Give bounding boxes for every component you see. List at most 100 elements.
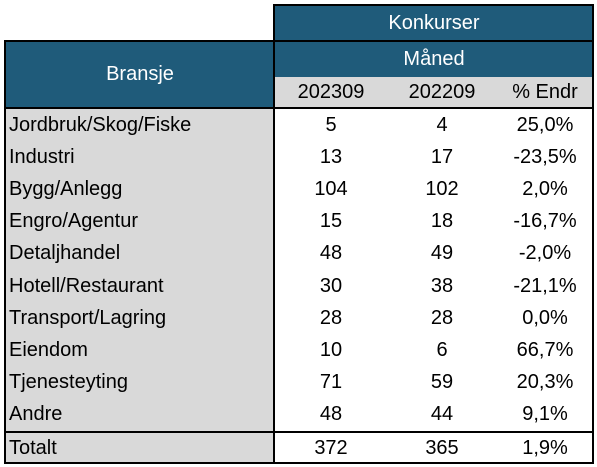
category-value: Hotell/Restaurant [9,274,164,297]
header-konkurser-label: Konkurser [388,11,480,34]
total-202209-cell: 365 [387,433,497,463]
pct-change-value: -21,1% [513,274,577,297]
value-202309-value: 13 [319,145,343,168]
header-bransje: Bransje [5,41,275,108]
category-value: Andre [9,403,63,426]
value-202209-value: 17 [430,145,454,168]
value-202309-cell: 104 [275,173,387,205]
value-202209-value: 49 [430,242,454,265]
category-value: Tjenesteyting [9,371,128,394]
category-value: Industri [9,145,75,168]
category-value: Eiendom [9,338,88,361]
value-202209-value: 102 [425,177,459,200]
column-header-202309: 202309 [275,77,387,108]
pct-change-cell: 20,3% [497,367,593,399]
category-cell: Andre [5,398,275,431]
total-pct-cell: 1,9% [497,433,593,463]
border-right [592,4,594,464]
pct-change-cell: -23,5% [497,141,593,173]
pct-change-value: 2,0% [522,177,568,200]
value-202309-cell: 48 [275,238,387,270]
category-cell: Tjenesteyting [5,366,275,399]
value-202209-value: 38 [430,274,454,297]
value-202209-cell: 49 [387,238,497,270]
pct-change-cell: -16,7% [497,206,593,238]
pct-change-value: -2,0% [518,242,572,265]
pct-change-value: 9,1% [522,403,568,426]
category-cell: Detaljhandel [5,237,275,270]
value-202309-value: 30 [319,274,343,297]
value-202209-cell: 102 [387,173,497,205]
value-202209-cell: 17 [387,141,497,173]
value-202309-value: 15 [319,210,343,233]
pct-change-cell: 25,0% [497,109,593,141]
value-202309-value: 104 [314,177,348,200]
value-202309-value: 10 [319,338,343,361]
value-202209-value: 44 [430,403,454,426]
value-202309-cell: 15 [275,206,387,238]
total-202309-cell: 372 [275,433,387,463]
header-maned: Måned [275,41,593,77]
border-top-header [274,4,594,6]
pct-change-cell: 9,1% [497,399,593,431]
value-202309-cell: 71 [275,367,387,399]
category-value: Transport/Lagring [9,306,167,329]
border-total-top [4,431,594,433]
value-202209-value: 4 [436,113,448,136]
category-cell: Engro/Agentur [5,205,275,238]
total-label: Totalt [9,436,57,459]
pct-change-value: 20,3% [516,371,574,394]
value-202209-cell: 59 [387,367,497,399]
pct-change-value: -23,5% [513,145,577,168]
value-202309-value: 48 [319,403,343,426]
pct-change-value: -16,7% [513,210,577,233]
value-202309-value: 5 [325,113,337,136]
value-202309-cell: 5 [275,109,387,141]
total-pct: 1,9% [522,436,568,459]
border-category-divider [273,4,275,464]
value-202209-cell: 44 [387,399,497,431]
pct-change-cell: -2,0% [497,238,593,270]
value-202309-cell: 48 [275,399,387,431]
category-cell: Eiendom [5,334,275,367]
border-table-bottom [4,462,594,464]
pct-change-cell: 0,0% [497,302,593,334]
value-202309-value: 28 [319,306,343,329]
value-202209-cell: 6 [387,334,497,366]
category-cell: Bygg/Anlegg [5,173,275,206]
value-202309-value: 48 [319,242,343,265]
column-header-label: % Endr [512,81,578,103]
value-202309-cell: 10 [275,334,387,366]
value-202209-cell: 18 [387,206,497,238]
category-cell: Jordbruk/Skog/Fiske [5,109,275,142]
category-cell: Hotell/Restaurant [5,270,275,303]
border-header-divider [274,40,594,42]
column-header-label: 202309 [297,81,365,103]
value-202309-cell: 28 [275,302,387,334]
border-left [4,40,6,464]
header-bransje-label: Bransje [106,63,174,85]
value-202209-cell: 28 [387,302,497,334]
pct-change-value: 25,0% [516,113,574,136]
value-202209-value: 59 [430,371,454,394]
total-label-cell: Totalt [5,433,275,463]
value-202209-value: 6 [436,338,448,361]
total-202309: 372 [314,436,348,459]
category-value: Bygg/Anlegg [9,177,123,200]
column-header-pct: % Endr [497,77,593,108]
value-202209-value: 28 [430,306,454,329]
header-konkurser: Konkurser [275,5,593,41]
pct-change-cell: 2,0% [497,173,593,205]
category-cell: Industri [5,141,275,174]
header-maned-label: Måned [403,47,465,70]
pct-change-cell: -21,1% [497,270,593,302]
category-value: Engro/Agentur [9,210,138,233]
value-202309-value: 71 [319,371,343,394]
category-value: Jordbruk/Skog/Fiske [9,113,192,136]
category-cell: Transport/Lagring [5,302,275,335]
category-value: Detaljhandel [9,242,121,265]
value-202209-cell: 38 [387,270,497,302]
value-202209-cell: 4 [387,109,497,141]
column-header-label: 202209 [408,81,476,103]
border-header-bottom [4,107,594,109]
